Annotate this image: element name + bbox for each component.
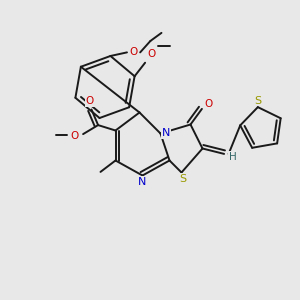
Text: O: O [129, 47, 138, 57]
Text: S: S [254, 95, 261, 106]
Text: N: N [162, 128, 170, 139]
Text: O: O [148, 49, 156, 59]
Text: O: O [86, 96, 94, 106]
Text: O: O [70, 130, 79, 141]
Text: S: S [179, 174, 187, 184]
Text: O: O [204, 98, 213, 109]
Text: N: N [138, 177, 147, 187]
Text: H: H [229, 152, 237, 162]
